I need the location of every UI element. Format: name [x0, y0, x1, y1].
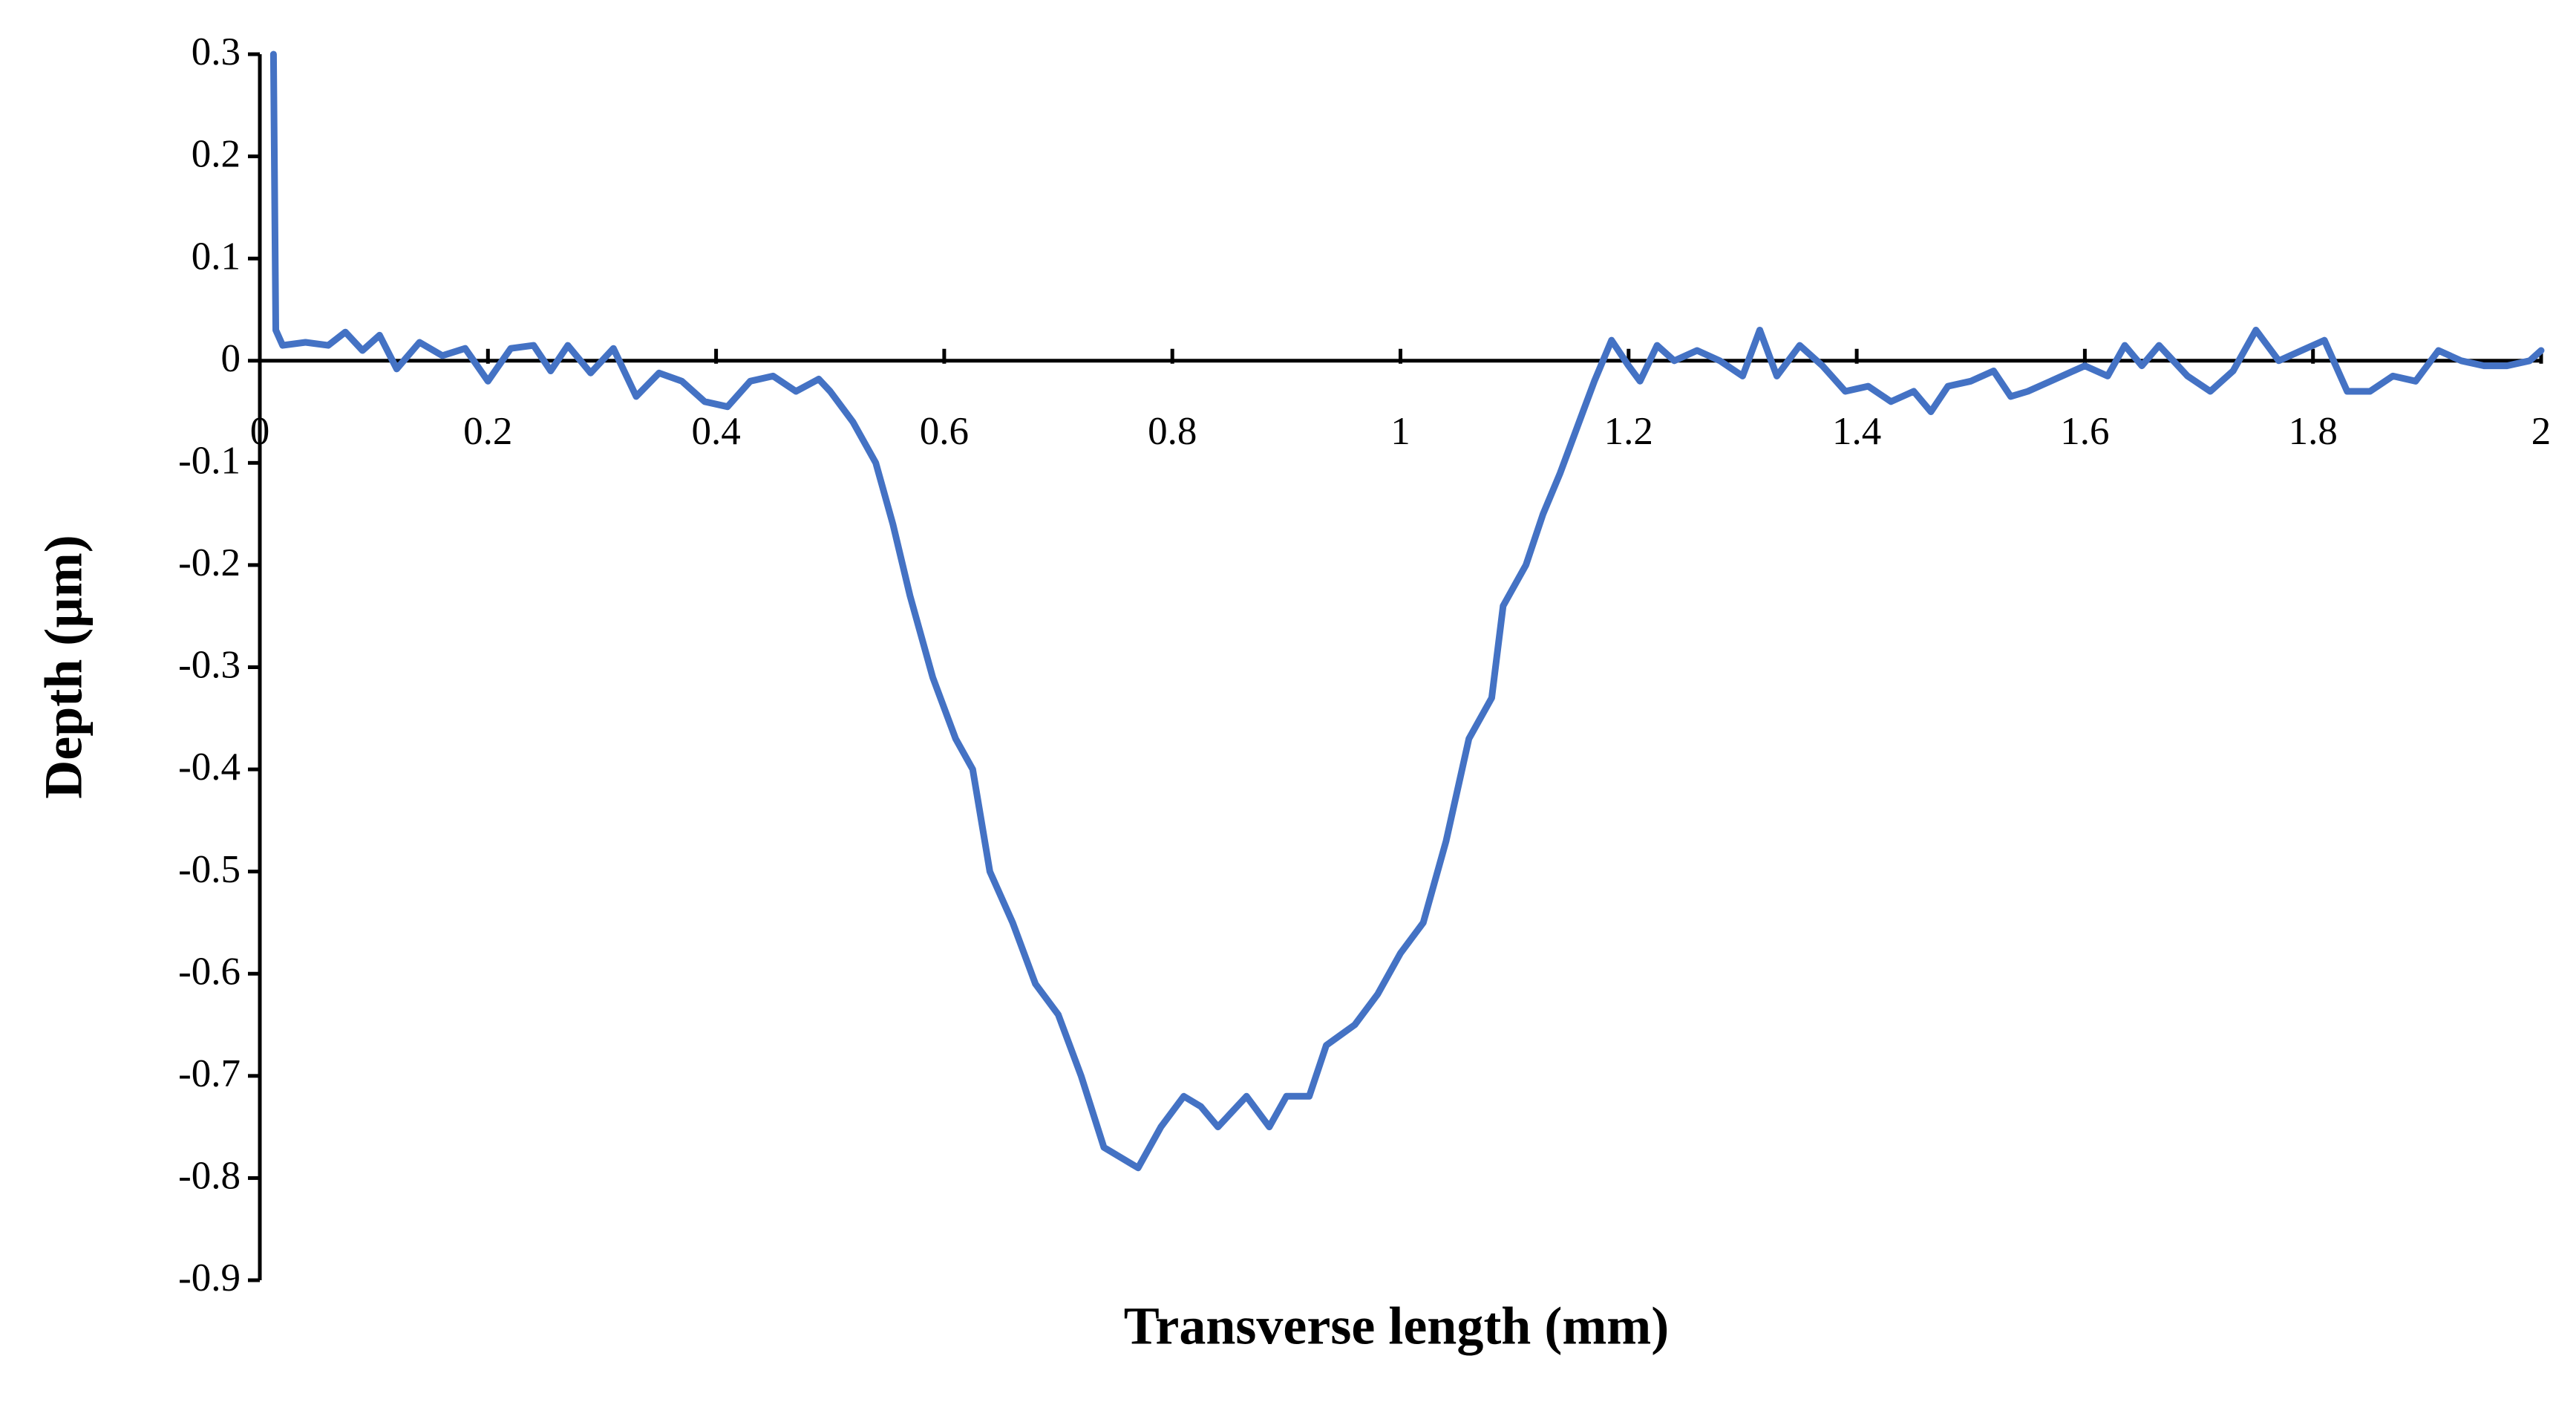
y-tick-label: 0.3 — [192, 30, 241, 74]
x-tick-label: 2 — [2531, 410, 2552, 453]
x-tick-label: 1.4 — [1832, 410, 1881, 453]
y-tick-label: 0 — [221, 337, 241, 380]
y-tick-label: -0.3 — [178, 644, 241, 687]
x-tick-label: 0.2 — [463, 410, 512, 453]
x-tick-label: 1.2 — [1604, 410, 1653, 453]
x-axis-title: Transverse length (mm) — [1124, 1297, 1670, 1356]
y-tick-label: 0.1 — [192, 235, 241, 278]
x-tick-label: 0.8 — [1148, 410, 1197, 453]
x-tick-label: 1.6 — [2060, 410, 2109, 453]
y-tick-label: -0.9 — [178, 1256, 241, 1300]
y-axis-title: Depth (µm) — [34, 535, 94, 798]
y-tick-label: 0.2 — [192, 133, 241, 176]
x-tick-label: 0 — [250, 410, 270, 453]
y-tick-label: -0.1 — [178, 439, 241, 482]
x-tick-label: 1.8 — [2289, 410, 2338, 453]
x-tick-label: 0.6 — [920, 410, 969, 453]
y-tick-label: -0.4 — [178, 746, 241, 789]
y-tick-label: -0.5 — [178, 848, 241, 891]
x-tick-label: 0.4 — [691, 410, 740, 453]
y-tick-label: -0.6 — [178, 950, 241, 993]
y-tick-label: -0.8 — [178, 1155, 241, 1198]
y-tick-label: -0.7 — [178, 1052, 241, 1095]
data-line — [269, 50, 2545, 1172]
x-tick-label: 1 — [1390, 410, 1410, 453]
y-tick-label: -0.2 — [178, 541, 241, 584]
